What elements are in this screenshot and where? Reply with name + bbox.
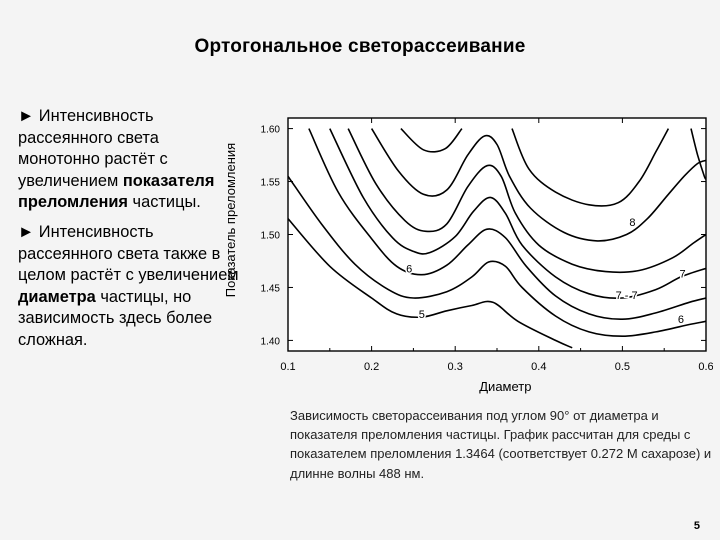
slide-title: Ортогональное светорассеивание bbox=[194, 36, 526, 57]
contour-level-label: 8 bbox=[629, 217, 635, 229]
contour-level-label: 7 - 7 bbox=[616, 290, 638, 302]
x-tick-label: 0.3 bbox=[448, 361, 463, 373]
chart-x-axis-label: Диаметр bbox=[479, 379, 531, 394]
contour-line bbox=[329, 128, 706, 299]
y-tick-label: 1.50 bbox=[261, 231, 281, 242]
bullet-list: ► Интенсивность рассеянного света моното… bbox=[18, 106, 243, 360]
bullet-text: частицы. bbox=[128, 193, 201, 212]
contour-line bbox=[370, 128, 706, 242]
y-tick-label: 1.55 bbox=[261, 178, 281, 189]
bullet-item: ► Интенсивность рассеянного света моното… bbox=[18, 106, 243, 214]
bullet-bold-text: диаметра bbox=[18, 287, 96, 306]
y-tick-label: 1.60 bbox=[261, 125, 281, 136]
contour-level-label: 5 bbox=[419, 309, 425, 321]
bullet-item: ► Интенсивность рассеянного света также … bbox=[18, 222, 243, 352]
plot-area bbox=[288, 118, 706, 351]
bullet-marker-icon: ► bbox=[18, 107, 35, 125]
x-tick-label: 0.2 bbox=[364, 361, 379, 373]
contour-level-label: 6 bbox=[678, 314, 684, 326]
bullet-text: Интенсивность рассеянного света монотонн… bbox=[18, 107, 168, 190]
figure-caption: Зависимость светорассеивания под углом 9… bbox=[290, 408, 712, 481]
contour-line bbox=[288, 218, 573, 349]
bullet-bold-text: показателя преломления bbox=[18, 171, 215, 212]
bullet-marker-icon: ► bbox=[18, 222, 35, 241]
contour-line bbox=[400, 128, 463, 153]
x-tick-label: 0.5 bbox=[615, 361, 630, 373]
contour-line bbox=[288, 175, 706, 338]
contour-line bbox=[511, 128, 670, 207]
contour-line bbox=[308, 128, 706, 321]
contour-level-label: 6 bbox=[406, 263, 412, 275]
contour-line bbox=[347, 128, 706, 274]
contour-chart: 0.1 0.2 0.3 0.4 0.5 0.6 1.40 1.45 1.50 1.55 1.60 6 5… bbox=[261, 117, 713, 394]
y-tick-label: 1.45 bbox=[261, 283, 281, 294]
x-tick-label: 0.1 bbox=[280, 361, 295, 373]
bullet-text: Интенсивность рассеянного света также в … bbox=[18, 222, 239, 285]
chart-y-axis-label: Показатель преломления bbox=[223, 142, 238, 298]
bullet-text: частицы, но зависимость здесь более слож… bbox=[18, 287, 213, 349]
page-number: 5 bbox=[693, 520, 700, 532]
x-tick-label: 0.4 bbox=[531, 361, 546, 373]
x-tick-label: 0.6 bbox=[698, 361, 713, 373]
y-tick-label: 1.40 bbox=[261, 336, 281, 347]
contour-level-label: 7 bbox=[680, 269, 686, 281]
